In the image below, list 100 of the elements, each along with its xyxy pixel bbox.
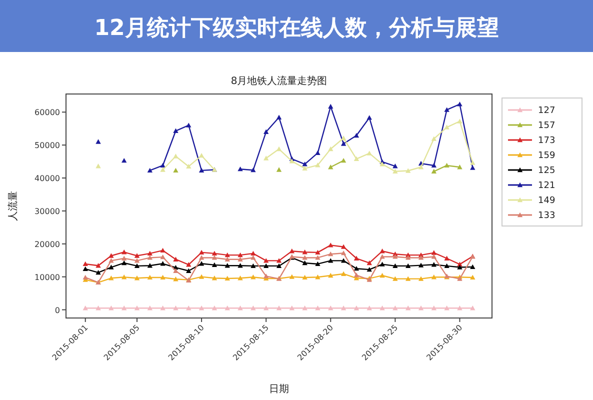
point	[108, 253, 114, 258]
point	[198, 153, 204, 158]
point	[470, 264, 476, 270]
point	[328, 104, 334, 109]
chart-title: 8月地铁人流量走势图	[230, 75, 328, 87]
point	[431, 168, 437, 174]
point	[366, 306, 372, 310]
point	[212, 250, 218, 256]
point	[444, 162, 450, 168]
point	[108, 258, 114, 263]
point	[198, 255, 204, 260]
point	[82, 266, 88, 271]
point	[444, 263, 450, 268]
legend-label: 127	[538, 106, 556, 116]
point	[380, 248, 385, 254]
point	[457, 118, 462, 124]
y-tick-label: 20000	[34, 240, 60, 249]
point	[198, 306, 204, 310]
point	[431, 250, 437, 255]
point	[405, 263, 411, 268]
point	[457, 306, 462, 310]
point	[173, 128, 178, 133]
point	[340, 306, 346, 310]
point	[238, 252, 243, 258]
point	[470, 160, 476, 165]
point	[198, 261, 204, 266]
point	[366, 266, 372, 272]
point	[392, 276, 398, 281]
point	[224, 256, 230, 262]
point	[354, 272, 360, 278]
point	[250, 167, 256, 172]
point	[263, 306, 269, 310]
point	[160, 248, 166, 253]
y-tick-label: 60000	[34, 108, 60, 118]
point	[238, 263, 243, 268]
point	[212, 276, 218, 280]
point	[121, 158, 127, 163]
point	[340, 271, 346, 276]
point	[315, 306, 320, 310]
point	[418, 276, 424, 281]
point	[392, 254, 398, 259]
point	[354, 256, 360, 260]
point	[276, 263, 282, 268]
point	[147, 255, 153, 260]
point	[276, 258, 282, 263]
point	[121, 306, 127, 310]
point	[444, 306, 450, 310]
point	[198, 274, 204, 279]
point	[96, 263, 101, 268]
y-tick-label: 50000	[34, 141, 60, 150]
legend-label: 159	[538, 151, 556, 161]
point	[340, 244, 346, 249]
legend-label: 157	[538, 121, 556, 131]
point	[96, 164, 101, 168]
point	[160, 167, 166, 172]
point	[173, 276, 178, 282]
point	[380, 262, 385, 266]
point	[250, 250, 256, 256]
point	[405, 168, 411, 173]
point	[108, 306, 114, 310]
point	[96, 306, 101, 310]
point	[366, 115, 372, 120]
point	[134, 258, 140, 263]
legend-label: 133	[538, 211, 556, 221]
point	[276, 114, 282, 120]
point	[289, 158, 295, 164]
point	[289, 306, 295, 310]
point	[340, 158, 346, 163]
point	[186, 122, 192, 128]
point	[238, 306, 243, 310]
legend-label: 173	[538, 136, 556, 146]
point	[147, 250, 153, 256]
point	[328, 306, 334, 310]
point	[328, 164, 334, 170]
point	[250, 255, 256, 260]
point	[418, 164, 424, 170]
point	[302, 250, 308, 254]
point	[302, 255, 308, 260]
point	[173, 306, 178, 310]
point	[366, 150, 372, 156]
point	[108, 264, 114, 270]
point	[380, 254, 385, 259]
point	[302, 306, 308, 310]
point	[354, 306, 360, 310]
point	[134, 263, 140, 268]
point	[302, 166, 308, 171]
point	[198, 250, 204, 255]
point	[96, 270, 101, 275]
point	[457, 164, 462, 170]
point	[276, 146, 282, 152]
point	[224, 306, 230, 310]
point	[418, 262, 424, 268]
point	[444, 107, 450, 112]
point	[289, 274, 295, 279]
point	[224, 252, 230, 258]
point	[457, 102, 462, 106]
point	[340, 258, 346, 263]
point	[82, 274, 88, 280]
point	[380, 272, 385, 278]
point	[186, 306, 192, 310]
